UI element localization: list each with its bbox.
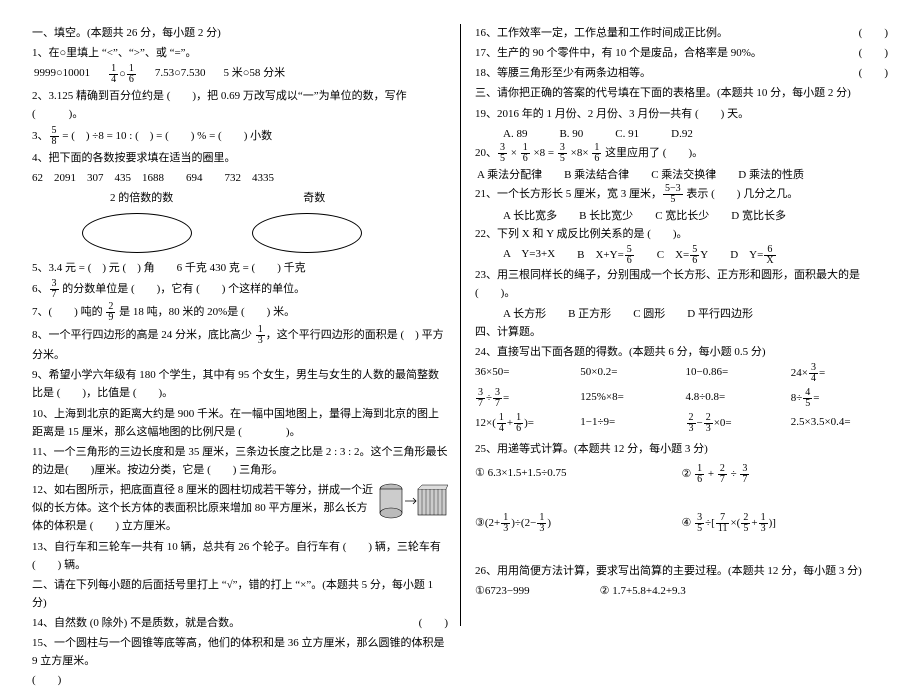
q20: 20、35 × 16 ×8 = 35 ×8× 16 这里应用了 ( )。 [475, 143, 888, 164]
q25a: ① 6.3×1.5+1.5÷0.75 [475, 464, 682, 485]
q25c: ③(2+13)÷(2−13) [475, 513, 682, 534]
q19: 19、2016 年的 1 月份、2 月份、3 月份一共有 ( ) 天。 [475, 105, 888, 123]
q10: 10、上海到北京的距离大约是 900 千米。在一幅中国地图上，量得上海到北京的图… [32, 405, 448, 441]
q5: 5、3.4 元 = ( ) 元 ( ) 角 6 千克 430 克 = ( ) 千… [32, 259, 448, 277]
q25: 25、用递等式计算。(本题共 12 分，每小题 3 分) [475, 440, 888, 458]
q6: 6、37 的分数单位是 ( )，它有 ( ) 个这样的单位。 [32, 279, 448, 300]
section-2: 二、请在下列每小题的后面括号里打上 “√”，错的打上 “×”。(本题共 5 分，… [32, 576, 448, 612]
q9: 9、希望小学六年级有 180 个学生，其中有 95 个女生，男生与女生的人数的最… [32, 366, 448, 402]
q4-labels: 2 的倍数的数 奇数 [32, 189, 448, 207]
q24: 24、直接写出下面各题的得数。(本题共 6 分，每小题 0.5 分) [475, 343, 888, 361]
q15: 15、一个圆柱与一个圆锥等底等高，他们的体积和是 36 立方厘米，那么圆锥的体积… [32, 634, 448, 688]
left-column: 一、填空。(本题共 26 分，每小题 2 分) 1、在○里填上 “<”、“>”、… [32, 24, 460, 626]
q25-grid: ① 6.3×1.5+1.5÷0.75 ② 16 + 27 ÷ 37 ③(2+13… [475, 464, 888, 534]
calc-grid: 36×50=50×0.2=10−0.86= 24×34= 37÷37= 125%… [475, 363, 888, 434]
q21: 21、一个长方形长 5 厘米，宽 3 厘米，5−35 表示 ( ) 几分之几。 [475, 184, 888, 205]
q23-opts: A 长方形B 正方形C 圆形D 平行四边形 [503, 305, 888, 323]
q3: 3、58 = ( ) ÷8 = 10 : ( ) = ( ) % = ( ) 小… [32, 126, 448, 147]
q19-opts: A. 89B. 90C. 91D.92 [503, 125, 888, 143]
q21-opts: A 长比宽多B 长比宽少C 宽比长少D 宽比长多 [503, 207, 888, 225]
q13: 13、自行车和三轮车一共有 10 辆，总共有 26 个轮子。自行车有 ( ) 辆… [32, 538, 448, 574]
q4: 4、把下面的各数按要求填在适当的圈里。 [32, 149, 448, 167]
q25b: ② 16 + 27 ÷ 37 [682, 464, 889, 485]
oval-left [82, 213, 192, 253]
cylinder-diagram [378, 481, 448, 521]
oval-right [252, 213, 362, 253]
q25d: ④ 35÷[711×(25+13)] [682, 513, 889, 534]
q18: 18、等腰三角形至少有两条边相等。( ) [475, 64, 888, 82]
right-column: 16、工作效率一定，工作总量和工作时间成正比例。( ) 17、生产的 90 个零… [460, 24, 888, 626]
q23: 23、用三根同样长的绳子，分别围成一个长方形、正方形和圆形，面积最大的是 ( )… [475, 266, 888, 302]
q22-opts: A Y=3+X B X+Y=56 C X=56Y D Y=6X [503, 245, 888, 266]
q1-b: 7.53○7.530 [155, 64, 206, 85]
q7: 7、( ) 吨的 29 是 18 吨，80 米的 20%是 ( ) 米。 [32, 302, 448, 323]
q12-wrap: 12、如右图所示，把底面直径 8 厘米的圆柱切成若干等分，拼成一个近似的长方体。… [32, 481, 448, 535]
q12: 12、如右图所示，把底面直径 8 厘米的圆柱切成若干等分，拼成一个近似的长方体。… [32, 484, 373, 532]
q22: 22、下列 X 和 Y 成反比例关系的是 ( )。 [475, 225, 888, 243]
q1-row: 9999○10001 14○16 7.53○7.530 5 米○58 分米 [34, 64, 448, 85]
q16: 16、工作效率一定，工作总量和工作时间成正比例。( ) [475, 24, 888, 42]
q4-nums: 62 2091 307 435 1688 694 732 4335 [32, 169, 448, 187]
q14: 14、自然数 (0 除外) 不是质数，就是合数。( ) [32, 614, 448, 632]
q1-c: 5 米○58 分米 [223, 64, 285, 85]
q20-opts: A 乘法分配律B 乘法结合律C 乘法交换律D 乘法的性质 [477, 166, 888, 184]
section-3: 三、请你把正确的答案的代号填在下面的表格里。(本题共 10 分，每小题 2 分) [475, 84, 888, 102]
section-4: 四、计算题。 [475, 323, 888, 341]
q26: 26、用用简便方法计算，要求写出简算的主要过程。(本题共 12 分，每小题 3 … [475, 562, 888, 580]
q1-a: 9999○10001 [34, 64, 90, 85]
q4-ovals [82, 209, 448, 253]
q2: 2、3.125 精确到百分位约是 ( )，把 0.69 万改写成以“一”为单位的… [32, 87, 448, 123]
q1-frac: 14○16 [108, 64, 137, 85]
q26-row: ①6723−999② 1.7+5.8+4.2+9.3 [475, 582, 888, 600]
q11: 11、一个三角形的三边长度和是 35 厘米，三条边长度之比是 2 : 3 : 2… [32, 443, 448, 479]
q17: 17、生产的 90 个零件中，有 10 个是废品，合格率是 90%。( ) [475, 44, 888, 62]
q1: 1、在○里填上 “<”、“>”、或 “=”。 [32, 44, 448, 62]
q8: 8、一个平行四边形的高是 24 分米，底比高少 13，这个平行四边形的面积是 (… [32, 325, 448, 364]
section-1: 一、填空。(本题共 26 分，每小题 2 分) [32, 24, 448, 42]
